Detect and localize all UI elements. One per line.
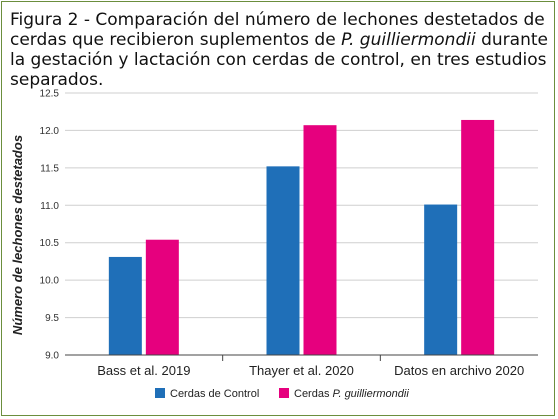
legend: Cerdas de Control Cerdas P. guilliermondi… bbox=[155, 388, 409, 400]
grid-lines bbox=[65, 92, 538, 319]
bars bbox=[108, 119, 495, 355]
y-axis-label: Número de lechones destetados bbox=[10, 135, 25, 335]
y-tick-label: 9.0 bbox=[45, 351, 59, 362]
bar-control-3 bbox=[424, 204, 458, 355]
y-tick-label: 9.5 bbox=[45, 313, 59, 324]
caption-text-1: Figura 2 - Comparación del número de lec… bbox=[10, 10, 545, 50]
y-tick-label: 10.5 bbox=[40, 238, 60, 249]
legend-swatch-2 bbox=[279, 388, 289, 398]
y-tick-label: 10.0 bbox=[40, 276, 60, 287]
y-tick-label: 12.0 bbox=[40, 126, 60, 137]
bar-control-1 bbox=[108, 256, 142, 355]
legend-label-1: Cerdas de Control bbox=[170, 388, 259, 400]
category-label: Thayer et al. 2020 bbox=[249, 363, 354, 378]
y-tick-label: 12.5 bbox=[40, 89, 60, 100]
caption-species: P. guilliermondii bbox=[341, 30, 476, 50]
caption-text-2: durante la gestación y lactación con cer… bbox=[10, 30, 548, 90]
legend-swatch-1 bbox=[155, 388, 165, 398]
category-labels: Bass et al. 2019 Thayer et al. 2020 Datos … bbox=[97, 355, 524, 378]
legend-label-2: Cerdas P. guilliermondii bbox=[294, 388, 409, 400]
y-tick-label: 11.5 bbox=[40, 163, 59, 174]
bar-guilliermondii-3 bbox=[461, 119, 495, 355]
category-label: Datos en archivo 2020 bbox=[394, 363, 524, 378]
bar-guilliermondii-1 bbox=[145, 239, 179, 355]
bar-guilliermondii-2 bbox=[303, 125, 337, 355]
figure-caption: Figura 2 - Comparación del número de lec… bbox=[10, 10, 550, 90]
y-tick-label: 11.0 bbox=[40, 201, 59, 212]
y-tick-labels: 9.0 9.5 10.0 10.5 11.0 11.5 12.0 12.5 bbox=[40, 89, 60, 362]
bar-control-2 bbox=[266, 166, 300, 355]
category-label: Bass et al. 2019 bbox=[97, 363, 190, 378]
